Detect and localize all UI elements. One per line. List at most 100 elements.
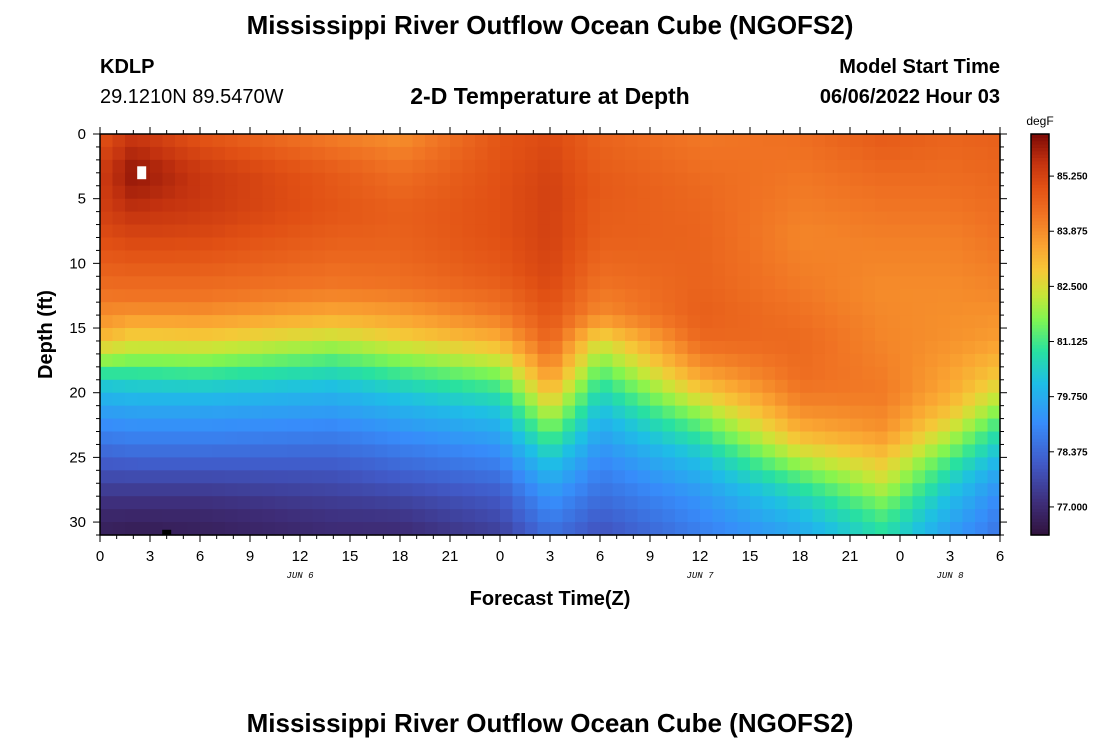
heatmap-cell xyxy=(225,366,239,381)
heatmap-cell xyxy=(175,134,189,148)
heatmap-cell xyxy=(387,509,401,523)
heatmap-cell xyxy=(487,392,501,407)
heatmap-cell xyxy=(100,289,114,303)
heatmap-cell xyxy=(825,250,839,264)
heatmap-cell xyxy=(662,134,676,148)
heatmap-cell xyxy=(162,392,176,407)
colorbar-segment xyxy=(1031,484,1049,489)
heatmap-cell xyxy=(975,289,989,303)
heatmap-cell xyxy=(512,185,526,200)
heatmap-cell xyxy=(175,289,189,303)
heatmap-cell xyxy=(225,263,239,277)
heatmap-cell xyxy=(287,159,301,174)
heatmap-cell xyxy=(875,159,889,174)
heatmap-cell xyxy=(700,134,714,148)
heatmap-cell xyxy=(550,237,564,252)
heatmap-cell xyxy=(587,159,601,174)
x-tick-label: 3 xyxy=(146,548,154,565)
heatmap-cell xyxy=(175,146,189,161)
heatmap-cell xyxy=(325,211,339,226)
heatmap-cell xyxy=(450,431,464,446)
heatmap-cell xyxy=(650,379,664,394)
heatmap-cell xyxy=(725,185,739,200)
heatmap-cell xyxy=(887,328,901,342)
heatmap-cell xyxy=(875,276,889,290)
heatmap-cell xyxy=(437,483,451,497)
colorbar-frame xyxy=(1030,133,1050,536)
heatmap-cell xyxy=(675,483,689,497)
heatmap-cell xyxy=(775,418,789,433)
heatmap-cell xyxy=(662,418,676,433)
heatmap-cell xyxy=(125,289,139,303)
heatmap-cell xyxy=(100,134,114,148)
heatmap-cell xyxy=(350,276,364,290)
heatmap-cell xyxy=(187,172,201,187)
heatmap-cell xyxy=(387,328,401,342)
heatmap-cell xyxy=(812,276,826,290)
heatmap-cell xyxy=(737,146,751,161)
heatmap-cell xyxy=(537,444,551,458)
heatmap-cell xyxy=(725,134,739,148)
heatmap-cell xyxy=(562,198,576,213)
white-marker xyxy=(137,166,147,180)
heatmap-cell xyxy=(362,315,376,329)
heatmap-cell xyxy=(187,379,201,394)
heatmap-cell xyxy=(550,483,564,497)
heatmap-cell xyxy=(362,418,376,433)
heatmap-cell xyxy=(462,496,476,510)
heatmap-cell xyxy=(800,185,814,200)
heatmap-cell xyxy=(787,483,801,497)
heatmap-cell xyxy=(612,159,626,174)
heatmap-cell xyxy=(600,379,614,394)
heatmap-cell xyxy=(300,302,314,316)
heatmap-cell xyxy=(587,146,601,161)
heatmap-cell xyxy=(687,522,701,536)
heatmap-cell xyxy=(637,340,651,355)
heatmap-cell xyxy=(362,405,376,420)
date-label: JUN 7 xyxy=(686,571,714,581)
heatmap-cell xyxy=(487,263,501,277)
heatmap-cell xyxy=(500,134,514,148)
heatmap-cell xyxy=(125,159,139,174)
heatmap-cell xyxy=(675,457,689,471)
heatmap-cell xyxy=(750,237,764,252)
heatmap-cell xyxy=(275,224,289,239)
colorbar-segment xyxy=(1031,240,1049,245)
heatmap-cell xyxy=(550,444,564,458)
heatmap-cell xyxy=(400,302,414,316)
heatmap-cell xyxy=(175,211,189,226)
heatmap-cell xyxy=(337,172,351,187)
heatmap-cell xyxy=(212,159,226,174)
heatmap-cell xyxy=(450,146,464,161)
heatmap-cell xyxy=(237,172,251,187)
heatmap-cell xyxy=(312,328,326,342)
heatmap-cell xyxy=(337,250,351,264)
heatmap-cell xyxy=(600,353,614,368)
heatmap-cell xyxy=(437,211,451,226)
heatmap-cell xyxy=(212,353,226,368)
heatmap-cell xyxy=(525,198,539,213)
heatmap-cell xyxy=(150,470,164,484)
heatmap-cell xyxy=(287,250,301,264)
heatmap-cell xyxy=(300,289,314,303)
heatmap-cell xyxy=(825,302,839,316)
heatmap-cell xyxy=(112,224,126,239)
heatmap-cell xyxy=(462,315,476,329)
heatmap-cell xyxy=(525,302,539,316)
heatmap-cell xyxy=(675,366,689,381)
heatmap-cell xyxy=(550,328,564,342)
heatmap-cell xyxy=(537,509,551,523)
colorbar-segment xyxy=(1031,454,1049,459)
heatmap-cell xyxy=(200,159,214,174)
heatmap-cell xyxy=(900,211,914,226)
heatmap-cell xyxy=(725,353,739,368)
heatmap-cell xyxy=(700,483,714,497)
colorbar-segment xyxy=(1031,341,1049,346)
heatmap-cell xyxy=(462,159,476,174)
heatmap-cell xyxy=(700,146,714,161)
x-tick-label: 3 xyxy=(946,548,954,565)
heatmap-cell xyxy=(387,134,401,148)
heatmap-cell xyxy=(262,276,276,290)
heatmap-cell xyxy=(337,483,351,497)
heatmap-cell xyxy=(562,418,576,433)
